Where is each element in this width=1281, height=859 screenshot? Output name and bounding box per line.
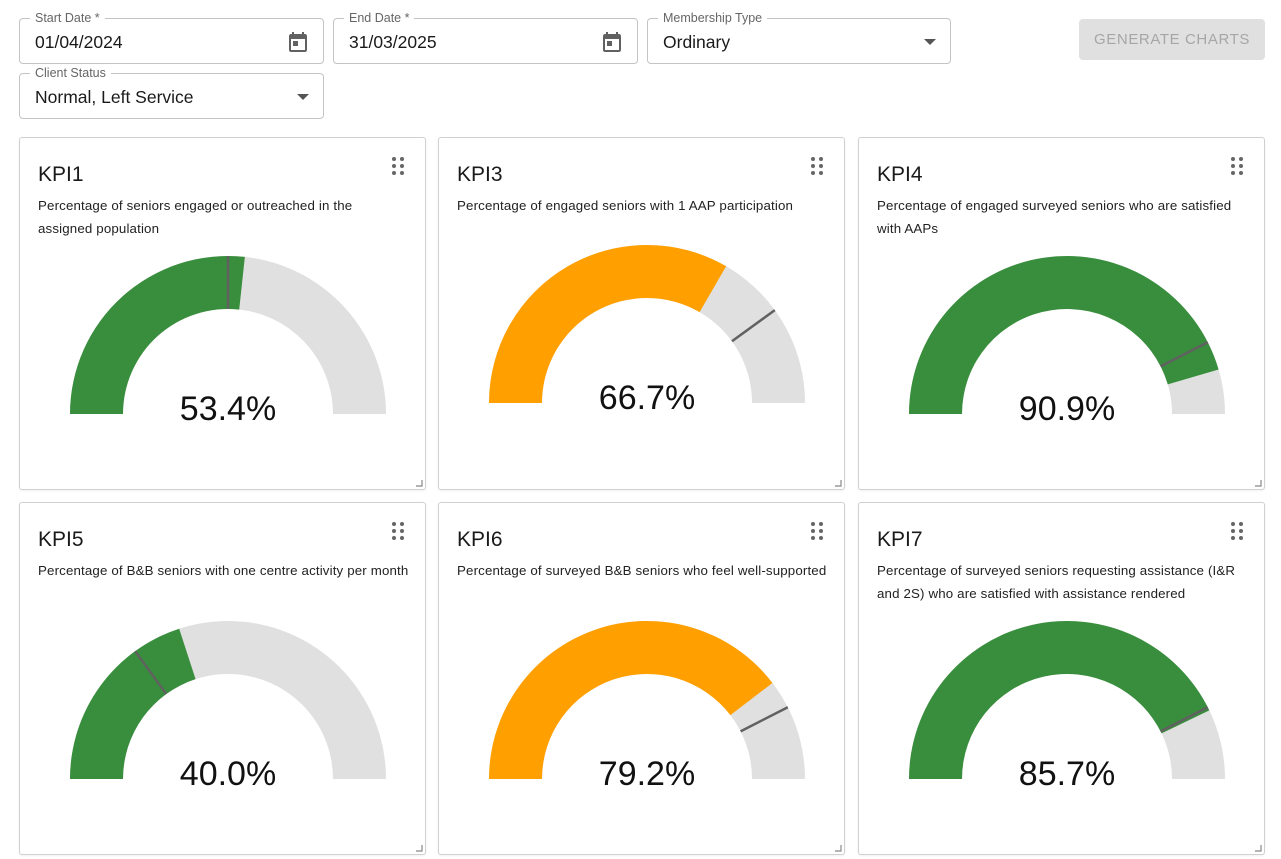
kpi-description: Percentage of seniors engaged or outreac… <box>38 198 353 236</box>
resize-handle-icon[interactable] <box>1254 844 1262 852</box>
drag-handle-icon[interactable] <box>810 521 824 541</box>
calendar-icon[interactable] <box>600 30 624 54</box>
kpi-title: KPI5 <box>38 528 84 551</box>
kpi-card-kpi3: KPI3 Percentage of engaged seniors with … <box>438 137 845 490</box>
drag-handle-icon[interactable] <box>391 521 405 541</box>
resize-handle-icon[interactable] <box>834 479 842 487</box>
end-date-value[interactable]: 31/03/2025 <box>349 32 437 52</box>
client-status-label: Client Status <box>30 66 111 81</box>
drag-handle-icon[interactable] <box>1230 521 1244 541</box>
gauge-value-label: 53.4% <box>180 390 276 428</box>
membership-type-label: Membership Type <box>658 11 768 26</box>
gauge-target-marker <box>1159 341 1209 368</box>
kpi-card-kpi4: KPI4 Percentage of engaged surveyed seni… <box>858 137 1265 490</box>
client-status-select[interactable]: Client Status Normal, Left Service <box>19 66 324 119</box>
calendar-icon[interactable] <box>286 30 310 54</box>
drag-handle-icon[interactable] <box>391 156 405 176</box>
gauge-value-label: 40.0% <box>180 755 276 793</box>
drag-handle-icon[interactable] <box>1230 156 1244 176</box>
gauge-target-marker <box>731 309 776 343</box>
drag-handle-icon[interactable] <box>810 156 824 176</box>
kpi-description: Percentage of engaged seniors with 1 AAP… <box>457 198 794 213</box>
kpi-title: KPI4 <box>877 163 923 186</box>
gauge-target-marker <box>1159 706 1209 733</box>
gauge-value-label: 79.2% <box>599 755 695 793</box>
resize-handle-icon[interactable] <box>834 844 842 852</box>
start-date-field[interactable]: Start Date * 01/04/2024 <box>19 11 324 64</box>
gauge-value-arc <box>909 620 1210 779</box>
kpi-title: KPI6 <box>457 528 503 551</box>
start-date-value[interactable]: 01/04/2024 <box>35 32 123 52</box>
resize-handle-icon[interactable] <box>1254 479 1262 487</box>
gauge-target-marker <box>739 706 789 733</box>
kpi-card-kpi1: KPI1 Percentage of seniors engaged or ou… <box>19 137 426 490</box>
gauge-target-marker <box>134 650 168 695</box>
resize-handle-icon[interactable] <box>415 844 423 852</box>
gauge-value-arc <box>70 628 196 779</box>
generate-charts-button[interactable]: GENERATE CHARTS <box>1079 19 1265 60</box>
start-date-label: Start Date * <box>30 11 105 26</box>
kpi-title: KPI3 <box>457 163 503 186</box>
membership-type-select[interactable]: Membership Type Ordinary <box>647 11 951 64</box>
kpi-gauge: 66.7% <box>489 244 805 417</box>
gauge-value-arc <box>489 244 727 403</box>
client-status-value[interactable]: Normal, Left Service <box>35 87 194 107</box>
chevron-down-icon[interactable] <box>296 90 310 104</box>
kpi-title: KPI7 <box>877 528 923 551</box>
kpi-gauge: 90.9% <box>909 256 1225 428</box>
gauge-value-arc <box>909 256 1219 414</box>
kpi-card-kpi6: KPI6 Percentage of surveyed B&B seniors … <box>438 502 845 855</box>
kpi-description: Percentage of B&B seniors with one centr… <box>38 563 409 578</box>
kpi-description: Percentage of surveyed seniors requestin… <box>877 563 1236 601</box>
kpi-card-kpi5: KPI5 Percentage of B&B seniors with one … <box>19 502 426 855</box>
gauge-value-label: 90.9% <box>1019 390 1115 428</box>
kpi-gauge: 85.7% <box>909 620 1225 793</box>
kpi-title: KPI1 <box>38 163 84 186</box>
gauge-value-label: 85.7% <box>1019 755 1115 793</box>
gauge-value-label: 66.7% <box>599 379 695 417</box>
gauge-value-arc <box>70 256 245 414</box>
gauge-value-arc <box>489 621 773 779</box>
end-date-label: End Date * <box>344 11 415 26</box>
kpi-gauge: 79.2% <box>489 621 805 793</box>
chevron-down-icon[interactable] <box>923 35 937 49</box>
kpi-card-kpi7: KPI7 Percentage of surveyed seniors requ… <box>858 502 1265 855</box>
kpi-description: Percentage of surveyed B&B seniors who f… <box>457 563 827 578</box>
resize-handle-icon[interactable] <box>415 479 423 487</box>
kpi-gauge: 40.0% <box>70 621 386 793</box>
kpi-gauge: 53.4% <box>70 256 386 428</box>
membership-type-value[interactable]: Ordinary <box>663 32 731 52</box>
end-date-field[interactable]: End Date * 31/03/2025 <box>333 11 638 64</box>
kpi-description: Percentage of engaged surveyed seniors w… <box>877 198 1232 236</box>
